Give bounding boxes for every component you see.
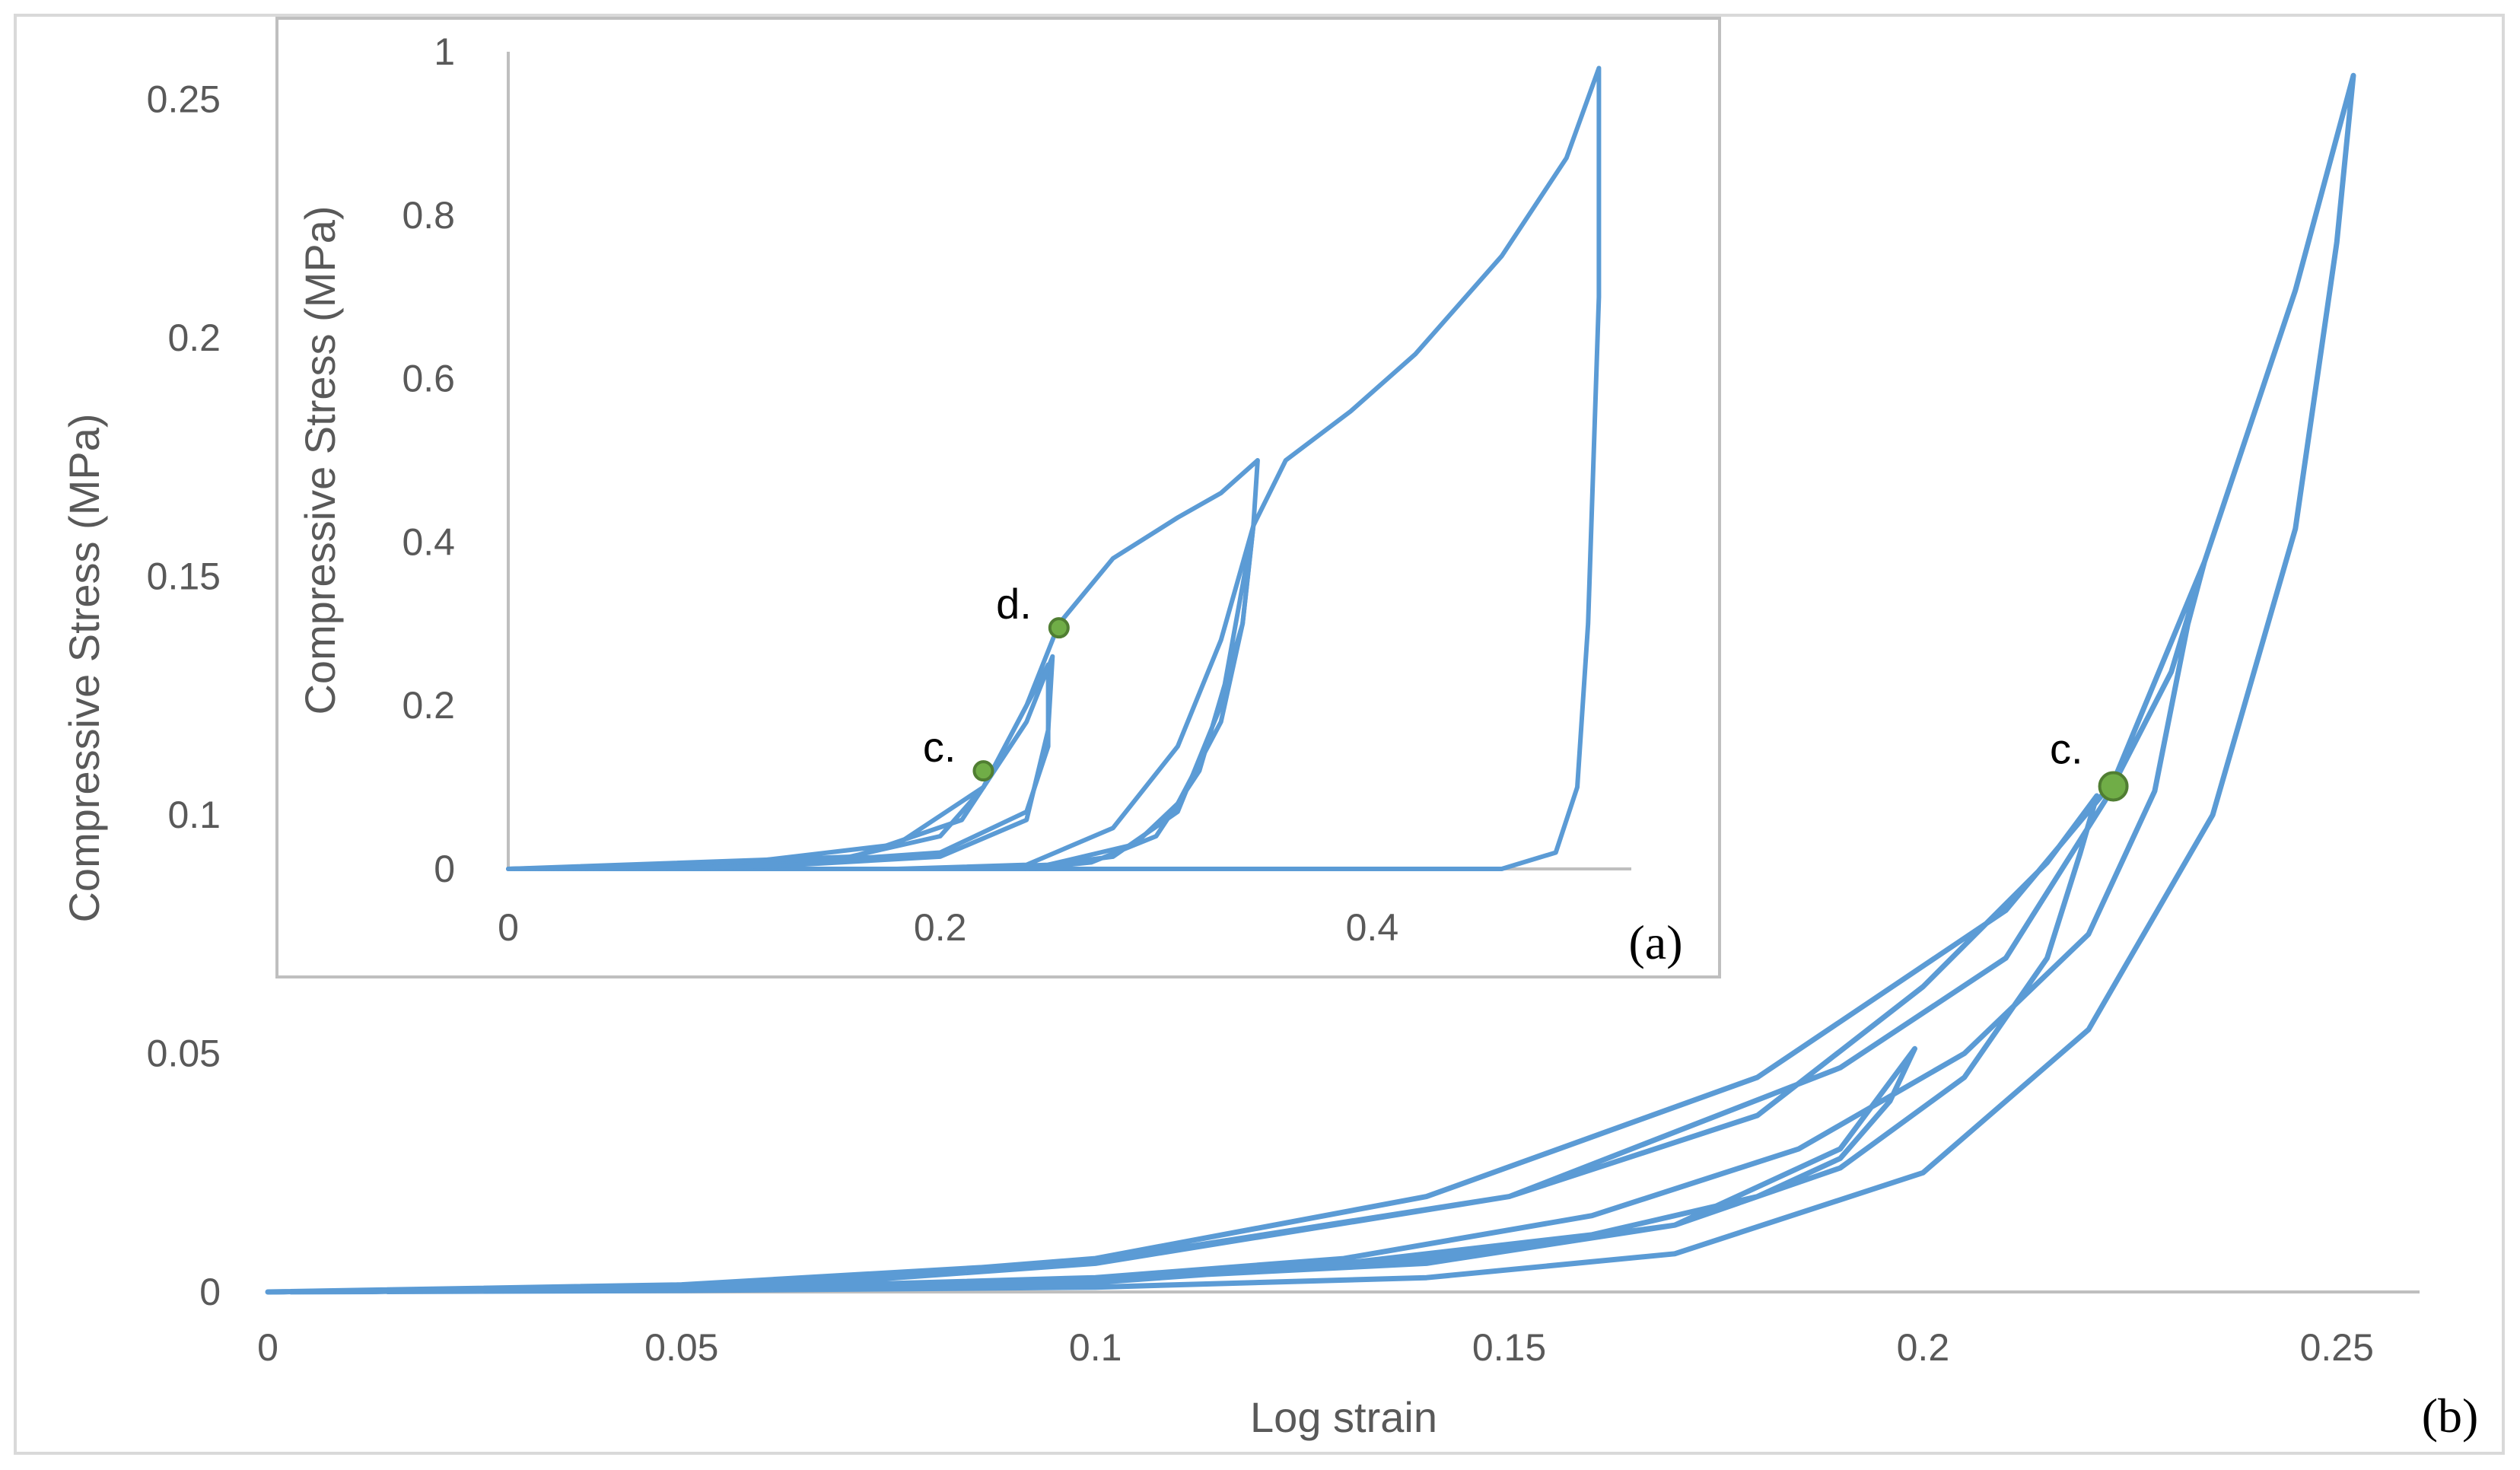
main-y-tick-label: 0.25 [147, 78, 221, 121]
outer-frame [14, 14, 2505, 1455]
inset-markers: c. d. [923, 580, 1070, 782]
main-marker-point [2098, 771, 2129, 802]
inset-y-tick-label: 0.2 [402, 684, 455, 727]
main-y-tick-label: 0.1 [167, 794, 221, 836]
main-panel-label: (b) [2422, 1389, 2479, 1443]
main-marker-label: c. [2050, 724, 2083, 772]
inset-marker-point [972, 760, 994, 782]
main-x-tick-label: 0.05 [644, 1326, 718, 1369]
inset-y-tick-labels: 0 0.2 0.4 0.6 0.8 1 [402, 30, 455, 890]
main-x-tick-label: 0.1 [1069, 1326, 1122, 1369]
inset-series-group [506, 65, 1602, 871]
main-series-line [265, 72, 2356, 1295]
main-y-tick-label: 0.15 [147, 555, 221, 598]
inset-chart: 0 0.2 0.4 0 0.2 0.4 0.6 0.8 1 c. d. Compressive … [275, 17, 1721, 978]
inset-series-line [506, 65, 1602, 871]
inset-series-line [506, 654, 1055, 871]
inset-series-line [1024, 523, 1256, 871]
inset-y-tick-label: 0.4 [402, 520, 455, 563]
inset-frame [275, 17, 1721, 978]
main-markers: c. [2050, 724, 2129, 802]
inset-y-axis-title: Compressive Stress (MPa) [296, 205, 344, 714]
main-x-axis-title: Log strain [1250, 1393, 1437, 1441]
inset-panel-label: (a) [1628, 915, 1682, 969]
inset-x-tick-labels: 0 0.2 0.4 [498, 906, 1398, 949]
inset-marker-label: d. [996, 580, 1032, 628]
main-y-tick-label: 0.2 [167, 317, 221, 359]
main-chart: 0 0.05 0.1 0.15 0.2 0.25 00.050.10.150.20.25 … [60, 72, 2479, 1443]
inset-y-tick-label: 0.8 [402, 194, 455, 237]
main-x-tick-label: 0.15 [1472, 1326, 1546, 1369]
inset-y-tick-label: 0 [434, 848, 455, 890]
main-x-tick-label: 0.25 [2300, 1326, 2374, 1369]
inset-y-tick-label: 0.6 [402, 358, 455, 400]
inset-marker-point [1048, 617, 1070, 639]
main-y-tick-label: 0 [199, 1271, 221, 1313]
main-y-axis-title: Compressive Stress (MPa) [60, 413, 108, 922]
main-y-tick-labels: 0 0.05 0.1 0.15 0.2 0.25 [147, 78, 221, 1313]
inset-y-tick-label: 1 [434, 30, 455, 73]
main-x-tick-labels: 0 0.05 0.1 0.15 0.2 0.25 [257, 1326, 2374, 1369]
main-x-tick-label: 0.2 [1897, 1326, 1950, 1369]
main-x-tick-label: 0 [257, 1326, 278, 1369]
main-y-tick-label: 0.05 [147, 1032, 221, 1075]
inset-x-tick-label: 0.2 [914, 906, 967, 949]
inset-marker-label: c. [923, 723, 956, 771]
inset-x-tick-label: 0.4 [1346, 906, 1399, 949]
inset-x-tick-label: 0 [498, 906, 519, 949]
